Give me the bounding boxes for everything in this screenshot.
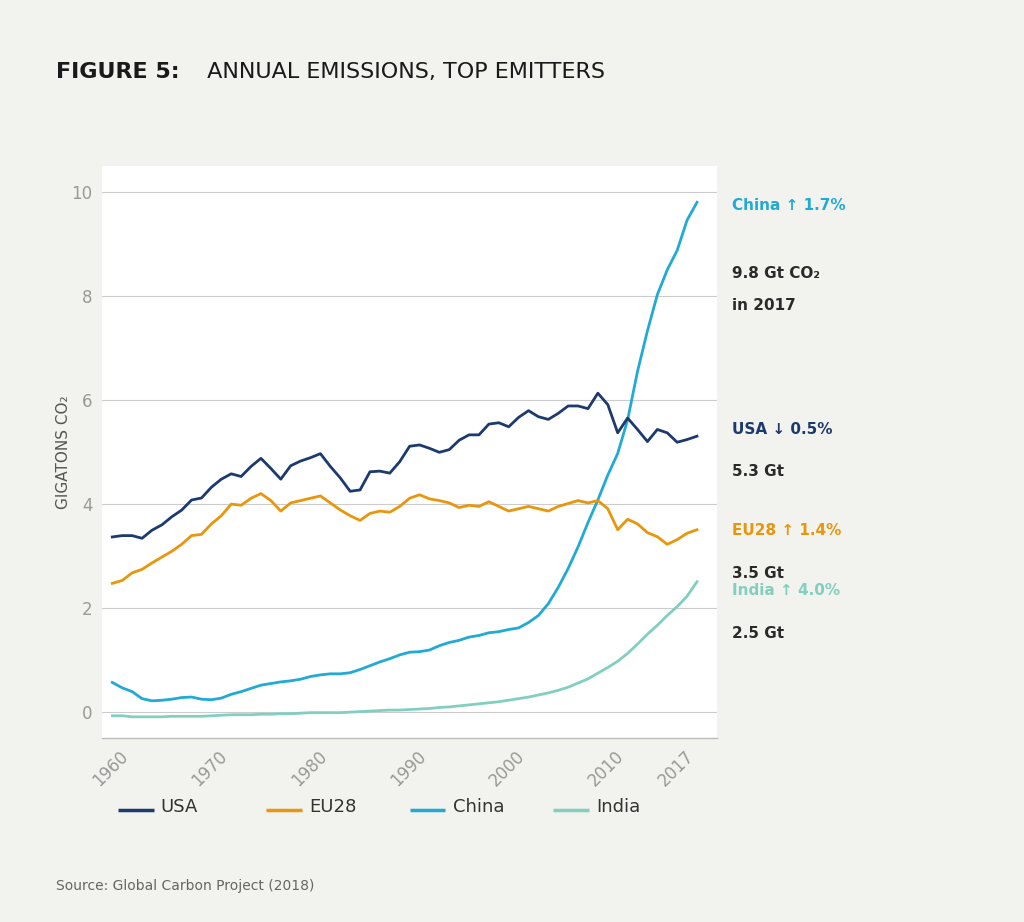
Text: USA ↓ 0.5%: USA ↓ 0.5% xyxy=(732,421,833,437)
Text: USA: USA xyxy=(161,798,198,816)
Text: Source: Global Carbon Project (2018): Source: Global Carbon Project (2018) xyxy=(56,879,314,892)
Text: EU28: EU28 xyxy=(309,798,356,816)
Text: FIGURE 5:: FIGURE 5: xyxy=(56,63,180,82)
Text: EU28 ↑ 1.4%: EU28 ↑ 1.4% xyxy=(732,523,842,538)
Text: 2.5 Gt: 2.5 Gt xyxy=(732,625,784,641)
Text: India: India xyxy=(596,798,640,816)
Text: ANNUAL EMISSIONS, TOP EMITTERS: ANNUAL EMISSIONS, TOP EMITTERS xyxy=(200,63,605,82)
Text: 5.3 Gt: 5.3 Gt xyxy=(732,465,784,479)
Y-axis label: GIGATONS CO₂: GIGATONS CO₂ xyxy=(55,395,71,509)
Text: 9.8 Gt CO₂: 9.8 Gt CO₂ xyxy=(732,266,820,281)
Text: in 2017: in 2017 xyxy=(732,298,796,313)
Text: China ↑ 1.7%: China ↑ 1.7% xyxy=(732,198,846,213)
Text: China: China xyxy=(453,798,504,816)
Text: India ↑ 4.0%: India ↑ 4.0% xyxy=(732,583,841,597)
Text: 3.5 Gt: 3.5 Gt xyxy=(732,566,784,581)
